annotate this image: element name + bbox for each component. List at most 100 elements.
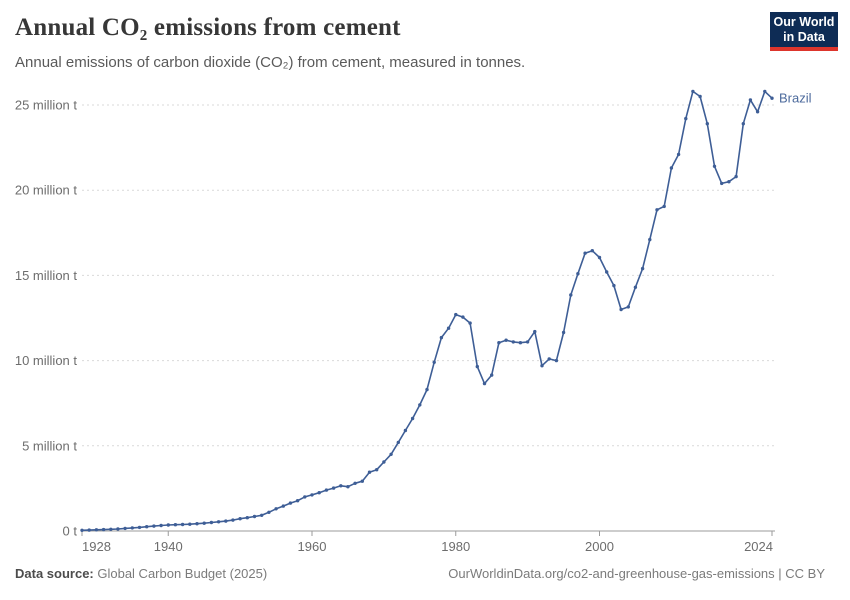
data-point[interactable] (295, 499, 300, 503)
data-point[interactable] (410, 416, 415, 421)
data-point[interactable] (662, 204, 666, 209)
data-point[interactable] (231, 518, 235, 522)
data-point[interactable] (145, 525, 149, 529)
data-point[interactable] (605, 270, 609, 274)
data-point[interactable] (446, 326, 451, 330)
data-point[interactable] (554, 358, 559, 363)
data-point[interactable] (612, 283, 616, 288)
data-point[interactable] (180, 522, 185, 527)
data-point[interactable] (288, 501, 293, 505)
data-point[interactable] (101, 527, 106, 532)
data-point[interactable] (468, 321, 472, 325)
data-point[interactable] (525, 340, 530, 344)
data-point[interactable] (94, 528, 99, 532)
data-point[interactable] (159, 523, 163, 528)
data-point[interactable] (691, 89, 695, 94)
data-point[interactable] (626, 305, 630, 309)
data-point[interactable] (281, 504, 285, 508)
data-point[interactable] (640, 266, 645, 271)
data-point[interactable] (260, 513, 264, 517)
data-point[interactable] (633, 285, 638, 289)
data-point[interactable] (188, 522, 192, 526)
data-point[interactable] (245, 516, 249, 520)
data-point[interactable] (763, 89, 767, 94)
data-point[interactable] (720, 181, 724, 186)
data-point[interactable] (310, 493, 314, 497)
data-point[interactable] (727, 180, 731, 184)
data-point[interactable] (741, 122, 745, 126)
data-point[interactable] (166, 523, 170, 527)
data-point[interactable] (130, 526, 134, 530)
data-point[interactable] (216, 520, 221, 524)
data-point[interactable] (590, 249, 594, 253)
data-point[interactable] (324, 488, 329, 492)
data-point[interactable] (547, 357, 551, 361)
data-point[interactable] (511, 340, 515, 344)
data-point[interactable] (482, 381, 487, 386)
data-point[interactable] (490, 373, 494, 377)
data-line[interactable] (81, 90, 773, 532)
data-point[interactable] (375, 468, 379, 472)
data-point[interactable] (561, 330, 566, 335)
data-point[interactable] (597, 255, 602, 260)
data-point[interactable] (137, 525, 142, 530)
data-point[interactable] (698, 94, 702, 99)
data-point[interactable] (80, 528, 84, 532)
data-point[interactable] (439, 335, 444, 340)
data-point[interactable] (396, 440, 400, 445)
data-point[interactable] (339, 484, 343, 488)
data-point[interactable] (123, 526, 127, 531)
data-point[interactable] (770, 96, 774, 100)
data-point[interactable] (454, 312, 458, 317)
data-point[interactable] (432, 360, 436, 364)
data-point[interactable] (576, 272, 580, 276)
data-point[interactable] (303, 495, 307, 499)
data-point[interactable] (353, 481, 357, 485)
data-point[interactable] (202, 521, 206, 525)
data-point[interactable] (331, 486, 336, 490)
data-point[interactable] (533, 329, 537, 334)
data-point[interactable] (748, 98, 753, 102)
data-point[interactable] (734, 174, 738, 179)
emissions-line-chart[interactable]: 0 t 5 million t 10 million t 15 million t 20… (0, 85, 850, 575)
data-point[interactable] (669, 166, 674, 170)
series-label[interactable]: Brazil (779, 91, 812, 106)
data-point[interactable] (569, 293, 573, 297)
data-point[interactable] (116, 527, 120, 531)
data-point[interactable] (755, 110, 760, 114)
data-point[interactable] (274, 507, 278, 511)
data-point[interactable] (195, 522, 199, 526)
data-point[interactable] (360, 479, 364, 483)
data-point[interactable] (425, 387, 429, 392)
data-point[interactable] (152, 524, 156, 528)
owid-logo[interactable]: Our World in Data (770, 12, 838, 51)
data-point[interactable] (389, 452, 393, 456)
data-point[interactable] (684, 116, 688, 121)
data-point[interactable] (461, 315, 465, 319)
data-point[interactable] (676, 152, 681, 157)
data-point[interactable] (540, 364, 544, 368)
data-point[interactable] (367, 470, 372, 474)
data-point[interactable] (238, 517, 242, 521)
data-point[interactable] (252, 514, 257, 519)
data-point[interactable] (504, 338, 508, 342)
data-point[interactable] (209, 520, 214, 525)
data-point[interactable] (87, 528, 91, 532)
data-point[interactable] (712, 164, 717, 168)
data-point[interactable] (109, 527, 113, 531)
data-point[interactable] (382, 460, 386, 464)
owid-credit-link[interactable]: OurWorldinData.org/co2-and-greenhouse-ga… (448, 566, 825, 581)
data-point[interactable] (583, 251, 587, 255)
data-point[interactable] (403, 428, 408, 433)
data-point[interactable] (619, 307, 623, 312)
data-point[interactable] (655, 208, 659, 212)
data-point[interactable] (317, 491, 321, 495)
data-point[interactable] (173, 523, 178, 527)
data-point[interactable] (648, 237, 652, 242)
data-point[interactable] (346, 485, 350, 489)
data-point[interactable] (518, 341, 523, 345)
data-point[interactable] (705, 122, 709, 126)
data-point[interactable] (497, 341, 501, 345)
data-point[interactable] (267, 510, 271, 514)
data-point[interactable] (418, 403, 422, 407)
